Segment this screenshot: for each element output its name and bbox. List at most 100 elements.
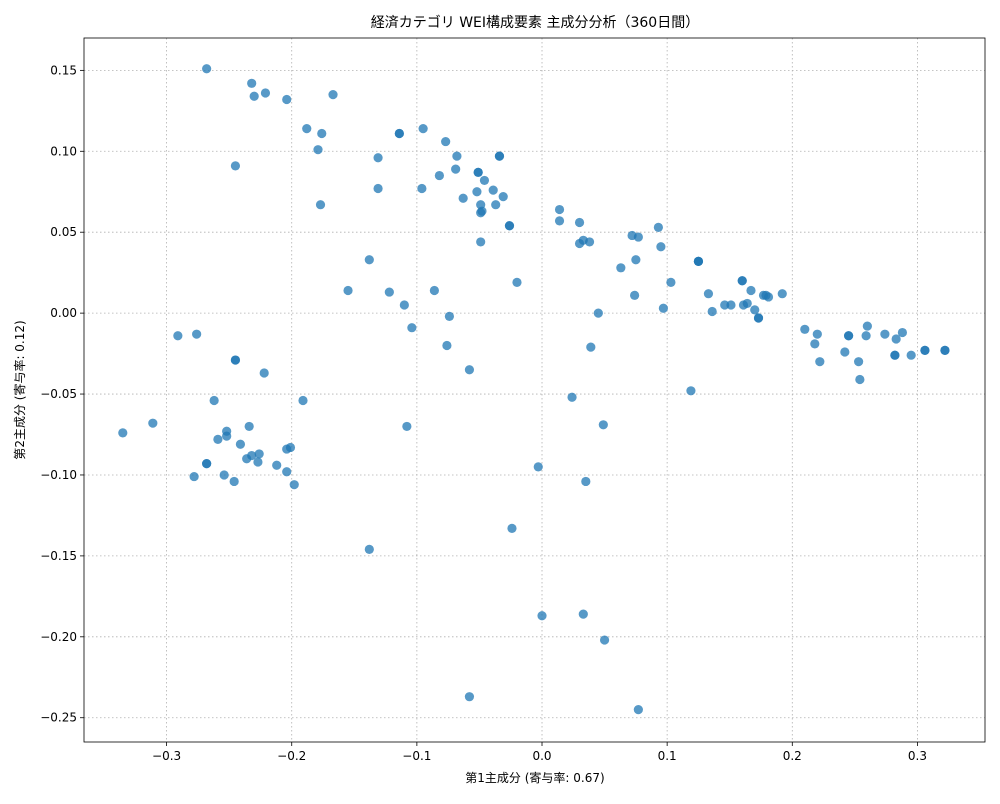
scatter-point <box>441 136 451 147</box>
scatter-point <box>686 386 696 396</box>
scatter-point <box>494 151 505 161</box>
chart-title: 経済カテゴリ WEI構成要素 主成分分析（360日間） <box>371 14 699 31</box>
scatter-point <box>578 609 588 619</box>
y-tick-label: −0.05 <box>40 387 77 401</box>
scatter-point <box>854 357 864 367</box>
scatter-point <box>633 705 643 715</box>
scatter-point <box>343 285 353 296</box>
scatter-point <box>658 303 668 313</box>
scatter-point <box>843 331 854 341</box>
scatter-point <box>118 428 128 438</box>
scatter-point <box>476 237 486 247</box>
scatter-point <box>418 124 428 134</box>
scatter-point <box>763 292 774 302</box>
scatter-point <box>222 431 232 441</box>
scatter-point <box>242 454 252 464</box>
x-tick-label: −0.3 <box>152 749 181 763</box>
y-tick-label: −0.25 <box>40 711 77 725</box>
x-tick-label: −0.1 <box>402 749 431 763</box>
scatter-point <box>574 217 585 228</box>
scatter-point <box>417 183 427 194</box>
scatter-point <box>244 421 254 432</box>
scatter-point <box>880 329 890 339</box>
scatter-point <box>328 90 338 100</box>
x-tick-label: 0.1 <box>658 749 677 763</box>
y-tick-label: −0.10 <box>40 468 77 482</box>
scatter-point <box>653 222 663 232</box>
scatter-point <box>444 311 455 321</box>
scatter-point <box>810 339 820 349</box>
scatter-point <box>537 611 547 621</box>
scatter-point <box>940 345 950 355</box>
scatter-point <box>313 145 323 155</box>
scatter-point <box>777 289 787 299</box>
scatter-point <box>407 323 417 333</box>
scatter-point <box>630 290 640 300</box>
scatter-point <box>315 200 326 210</box>
scatter-point <box>693 256 704 266</box>
scatter-point <box>384 287 394 297</box>
scatter-point <box>399 300 409 310</box>
scatter-point <box>726 300 736 310</box>
scatter-point <box>148 418 158 428</box>
scatter-point <box>631 255 641 265</box>
y-tick-label: −0.15 <box>40 549 77 563</box>
scatter-point <box>260 88 271 98</box>
scatter-point <box>464 365 475 375</box>
scatter-point <box>202 459 212 469</box>
scatter-point <box>498 192 508 202</box>
y-tick-label: 0.05 <box>50 225 77 239</box>
x-tick-label: 0.2 <box>783 749 802 763</box>
scatter-point <box>429 285 439 296</box>
scatter-point <box>235 439 246 449</box>
data-points <box>118 64 950 715</box>
x-axis-ticks: −0.3 −0.2 −0.1 0.0 0.1 0.2 0.3 <box>152 742 927 763</box>
scatter-point <box>533 462 543 472</box>
scatter-point <box>512 277 522 287</box>
scatter-point <box>434 170 444 181</box>
scatter-point <box>472 187 482 197</box>
y-tick-label: −0.20 <box>40 630 77 644</box>
scatter-point <box>298 395 308 406</box>
scatter-point <box>282 94 292 105</box>
scatter-point <box>703 289 714 299</box>
scatter-point <box>891 334 901 344</box>
y-tick-label: 0.10 <box>50 144 77 158</box>
scatter-point <box>373 153 383 163</box>
grid-lines <box>84 38 985 742</box>
scatter-point <box>593 308 603 318</box>
scatter-point <box>464 692 475 702</box>
scatter-point <box>394 128 404 139</box>
scatter-point <box>491 200 501 210</box>
scatter-point <box>656 242 666 252</box>
scatter-point <box>317 128 327 139</box>
scatter-point <box>861 331 871 341</box>
scatter-point <box>402 421 412 432</box>
scatter-point <box>473 167 483 177</box>
scatter-point <box>452 151 462 161</box>
scatter-point <box>173 331 183 341</box>
scatter-point <box>442 340 452 351</box>
y-axis-label: 第2主成分 (寄与率: 0.12) <box>12 320 27 459</box>
scatter-point <box>230 355 241 365</box>
y-axis-ticks: 0.15 0.10 0.05 0.00 −0.05 −0.10 −0.15 −0.20 −0.2… <box>40 63 84 725</box>
scatter-point <box>209 395 219 406</box>
scatter-point <box>477 206 487 216</box>
scatter-point <box>282 467 292 477</box>
scatter-point <box>247 78 257 88</box>
scatter-point <box>584 237 595 247</box>
scatter-point <box>229 476 239 487</box>
scatter-point <box>285 442 296 453</box>
scatter-point <box>230 161 241 171</box>
scatter-point <box>192 329 202 339</box>
y-tick-label: 0.15 <box>50 63 77 77</box>
scatter-point <box>488 185 498 195</box>
y-tick-label: 0.00 <box>50 306 77 320</box>
scatter-point <box>815 357 825 367</box>
scatter-point <box>581 476 591 487</box>
scatter-point <box>812 329 822 339</box>
scatter-point <box>507 523 517 533</box>
scatter-point <box>862 321 872 331</box>
